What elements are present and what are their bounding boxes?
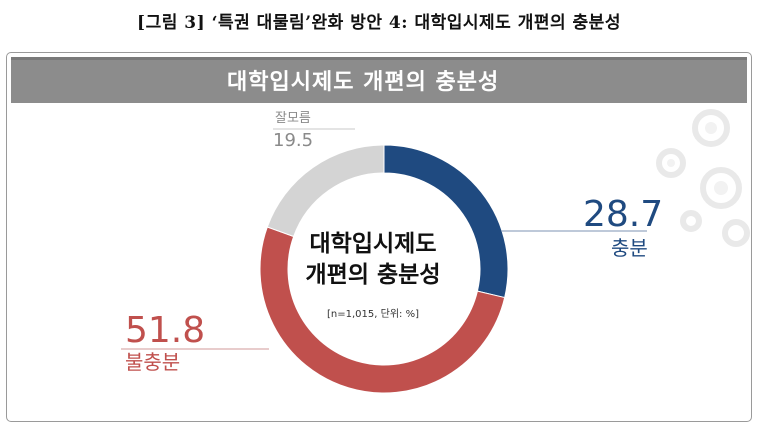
category-label-sufficient: 충분	[611, 236, 648, 260]
donut-slices	[259, 144, 509, 394]
category-label-unknown: 잘모름	[275, 111, 311, 126]
value-label-sufficient: 28.7	[583, 194, 664, 235]
center-title: 대학입시제도 개편의 충분성	[293, 229, 453, 291]
value-label-insufficient: 51.8	[125, 310, 206, 351]
leader-lines	[121, 128, 647, 350]
figure-caption: [그림 3] ‘특권 대물림’완화 방안 4: 대학입시제도 개편의 충분성	[137, 13, 621, 33]
slice-unknown	[266, 144, 385, 238]
chart-card: 대학입시제도 개편의 충분성 대학입시제도 개편의 충분성 [n=1,015, …	[6, 52, 752, 422]
center-sample-note: [n=1,015, 단위: %]	[327, 309, 419, 320]
category-label-insufficient: 불충분	[125, 350, 181, 374]
center-title-line2: 개편의 충분성	[305, 262, 441, 288]
center-title-line1: 대학입시제도	[309, 231, 437, 257]
gear-decoration-icon	[656, 109, 750, 247]
slice-insufficient	[259, 226, 506, 394]
donut-chart	[121, 128, 647, 394]
chart-banner-title: 대학입시제도 개편의 충분성	[11, 57, 747, 103]
value-label-unknown: 19.5	[273, 130, 314, 151]
